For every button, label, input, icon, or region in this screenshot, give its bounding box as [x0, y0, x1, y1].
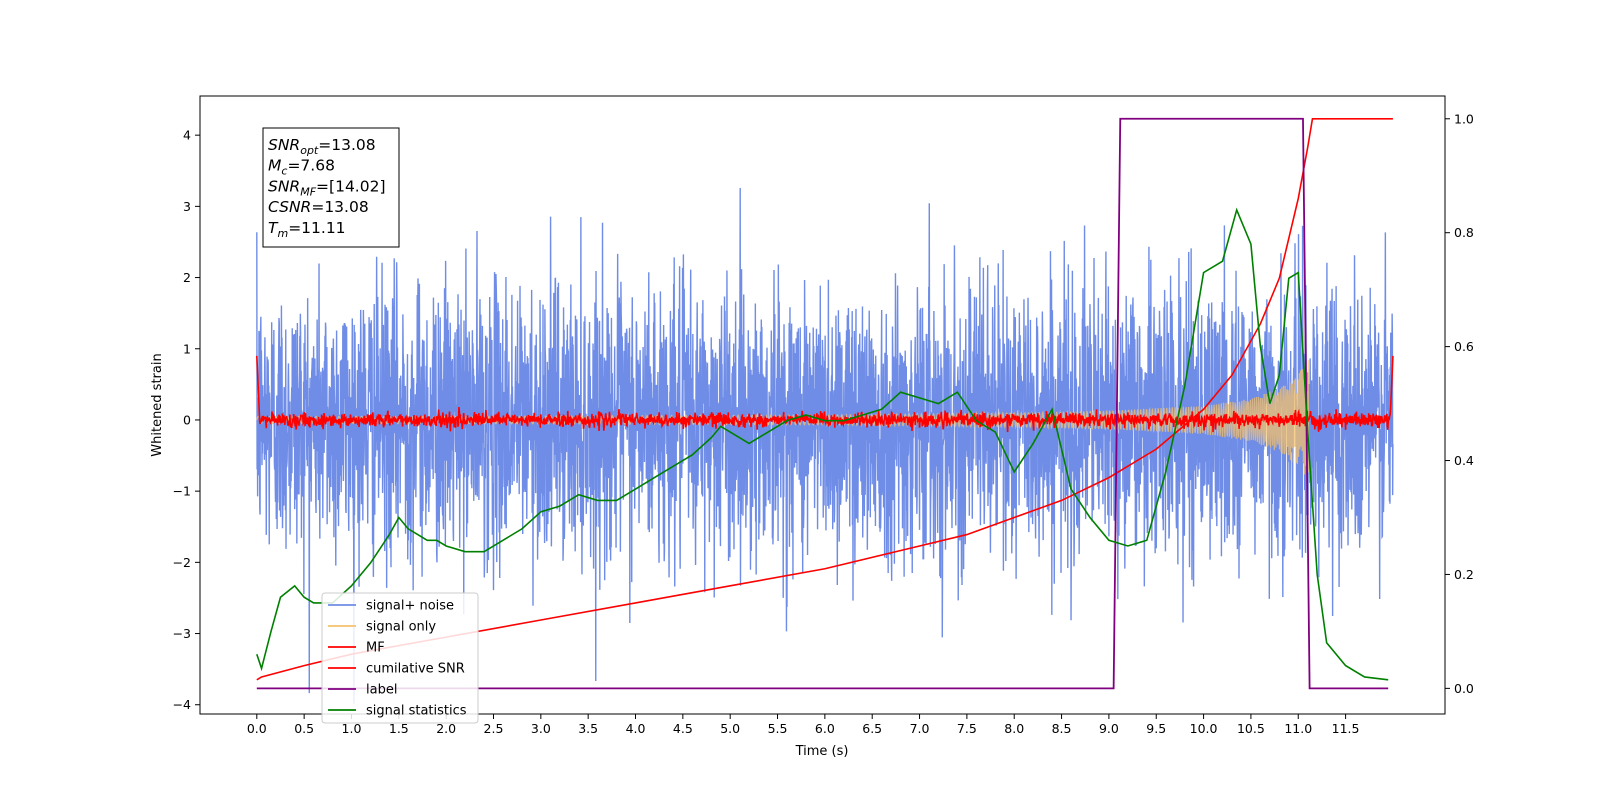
legend-entry: signal statistics [366, 704, 467, 719]
stats-annotation-box: SNRopt=13.08Mc=7.68SNRMF=[14.02]CSNR=13.… [262, 127, 400, 248]
annotation-line: Tm=11.11 [268, 219, 346, 240]
series-signal-statistics-line [256, 207, 1389, 681]
annotation-symbol: SNR [268, 177, 300, 195]
plot-frame [199, 95, 1446, 715]
legend-entry: signal+ noise [366, 599, 454, 614]
legend-entry: cumilative SNR [366, 662, 465, 677]
series-label-line [256, 117, 1389, 690]
y-axis-right: 0.0 0.2 0.4 0.6 0.8 1.0 [1445, 111, 1474, 696]
annotation-line: SNRopt=13.08 [268, 136, 376, 157]
x-tick-label: 10.5 [1237, 721, 1265, 736]
legend-frame [321, 592, 479, 724]
x-tick-label: 1.0 [342, 721, 362, 736]
y-tick-label: 2 [183, 270, 191, 285]
y-tick-label: 3 [183, 199, 191, 214]
x-tick-label: 7.5 [957, 721, 977, 736]
y-tick-label: 0 [183, 412, 191, 427]
annotation-value: =7.68 [287, 157, 335, 175]
x-tick-label: 8.5 [1052, 721, 1072, 736]
x-tick-label: 11.0 [1284, 721, 1312, 736]
x-tick-label: 10.0 [1190, 721, 1218, 736]
annotation-line: SNRMF=[14.02] [268, 177, 386, 198]
y2-tick-label: 0.2 [1454, 567, 1474, 582]
x-tick-label: 7.0 [910, 721, 930, 736]
x-axis: 0.0 0.5 1.0 1.5 2.0 2.5 3.0 3.5 4.0 4.5 5.0 5.5 6.0 6… [247, 714, 1360, 736]
y-axis-label: Whitened strain [150, 353, 165, 456]
x-tick-label: 2.5 [484, 721, 504, 736]
x-tick-label: 3.5 [578, 721, 598, 736]
y-tick-label: −4 [173, 697, 191, 712]
annotation-symbol: CSNR [268, 198, 311, 216]
legend: signal+ noise signal only MF cumilative SNR… [321, 592, 479, 724]
annotation-subscript: opt [300, 144, 319, 157]
x-tick-label: 11.5 [1332, 721, 1360, 736]
y-axis-left: −4 −3 −2 −1 0 1 2 3 4 [173, 128, 200, 712]
x-tick-label: 8.0 [1004, 721, 1024, 736]
y2-tick-label: 1.0 [1454, 111, 1474, 126]
legend-entry: label [366, 683, 397, 698]
legend-entry: signal only [366, 620, 436, 635]
y-tick-label: 4 [183, 128, 191, 143]
annotation-line: CSNR=13.08 [268, 198, 369, 216]
x-axis-label: Time (s) [795, 744, 849, 759]
x-tick-label: 0.5 [294, 721, 314, 736]
x-tick-label: 4.0 [626, 721, 646, 736]
x-tick-label: 9.0 [1099, 721, 1119, 736]
x-tick-label: 9.5 [1146, 721, 1166, 736]
y-tick-label: 1 [183, 341, 191, 356]
series-mf-line [256, 355, 1394, 433]
x-tick-label: 0.0 [247, 721, 267, 736]
annotation-subscript: c [281, 165, 287, 178]
x-tick-label: 2.0 [436, 721, 456, 736]
annotation-value: =[14.02] [316, 177, 385, 195]
annotation-line: Mc=7.68 [268, 157, 335, 178]
annotation-value: =11.11 [288, 219, 345, 237]
x-tick-label: 5.0 [720, 721, 740, 736]
y2-tick-label: 0.6 [1454, 339, 1474, 354]
x-tick-label: 3.0 [531, 721, 551, 736]
y-tick-label: −3 [173, 626, 191, 641]
annotation-box-frame [262, 127, 400, 248]
x-tick-label: 5.5 [768, 721, 788, 736]
y2-tick-label: 0.4 [1454, 453, 1474, 468]
annotation-symbol: T [268, 219, 279, 237]
y2-tick-label: 0.8 [1454, 225, 1474, 240]
annotation-symbol: SNR [268, 136, 300, 154]
y-tick-label: −2 [173, 555, 191, 570]
x-tick-label: 6.0 [815, 721, 835, 736]
legend-entry: MF [366, 641, 385, 656]
annotation-symbol: M [268, 157, 281, 175]
annotation-subscript: m [277, 227, 288, 240]
annotation-value: =13.08 [318, 136, 375, 154]
annotation-value: =13.08 [311, 198, 368, 216]
y-tick-label: −1 [173, 484, 191, 499]
x-tick-label: 4.5 [673, 721, 693, 736]
x-tick-label: 6.5 [862, 721, 882, 736]
x-tick-label: 1.5 [389, 721, 409, 736]
annotation-subscript: MF [300, 185, 316, 198]
y2-tick-label: 0.0 [1454, 681, 1474, 696]
